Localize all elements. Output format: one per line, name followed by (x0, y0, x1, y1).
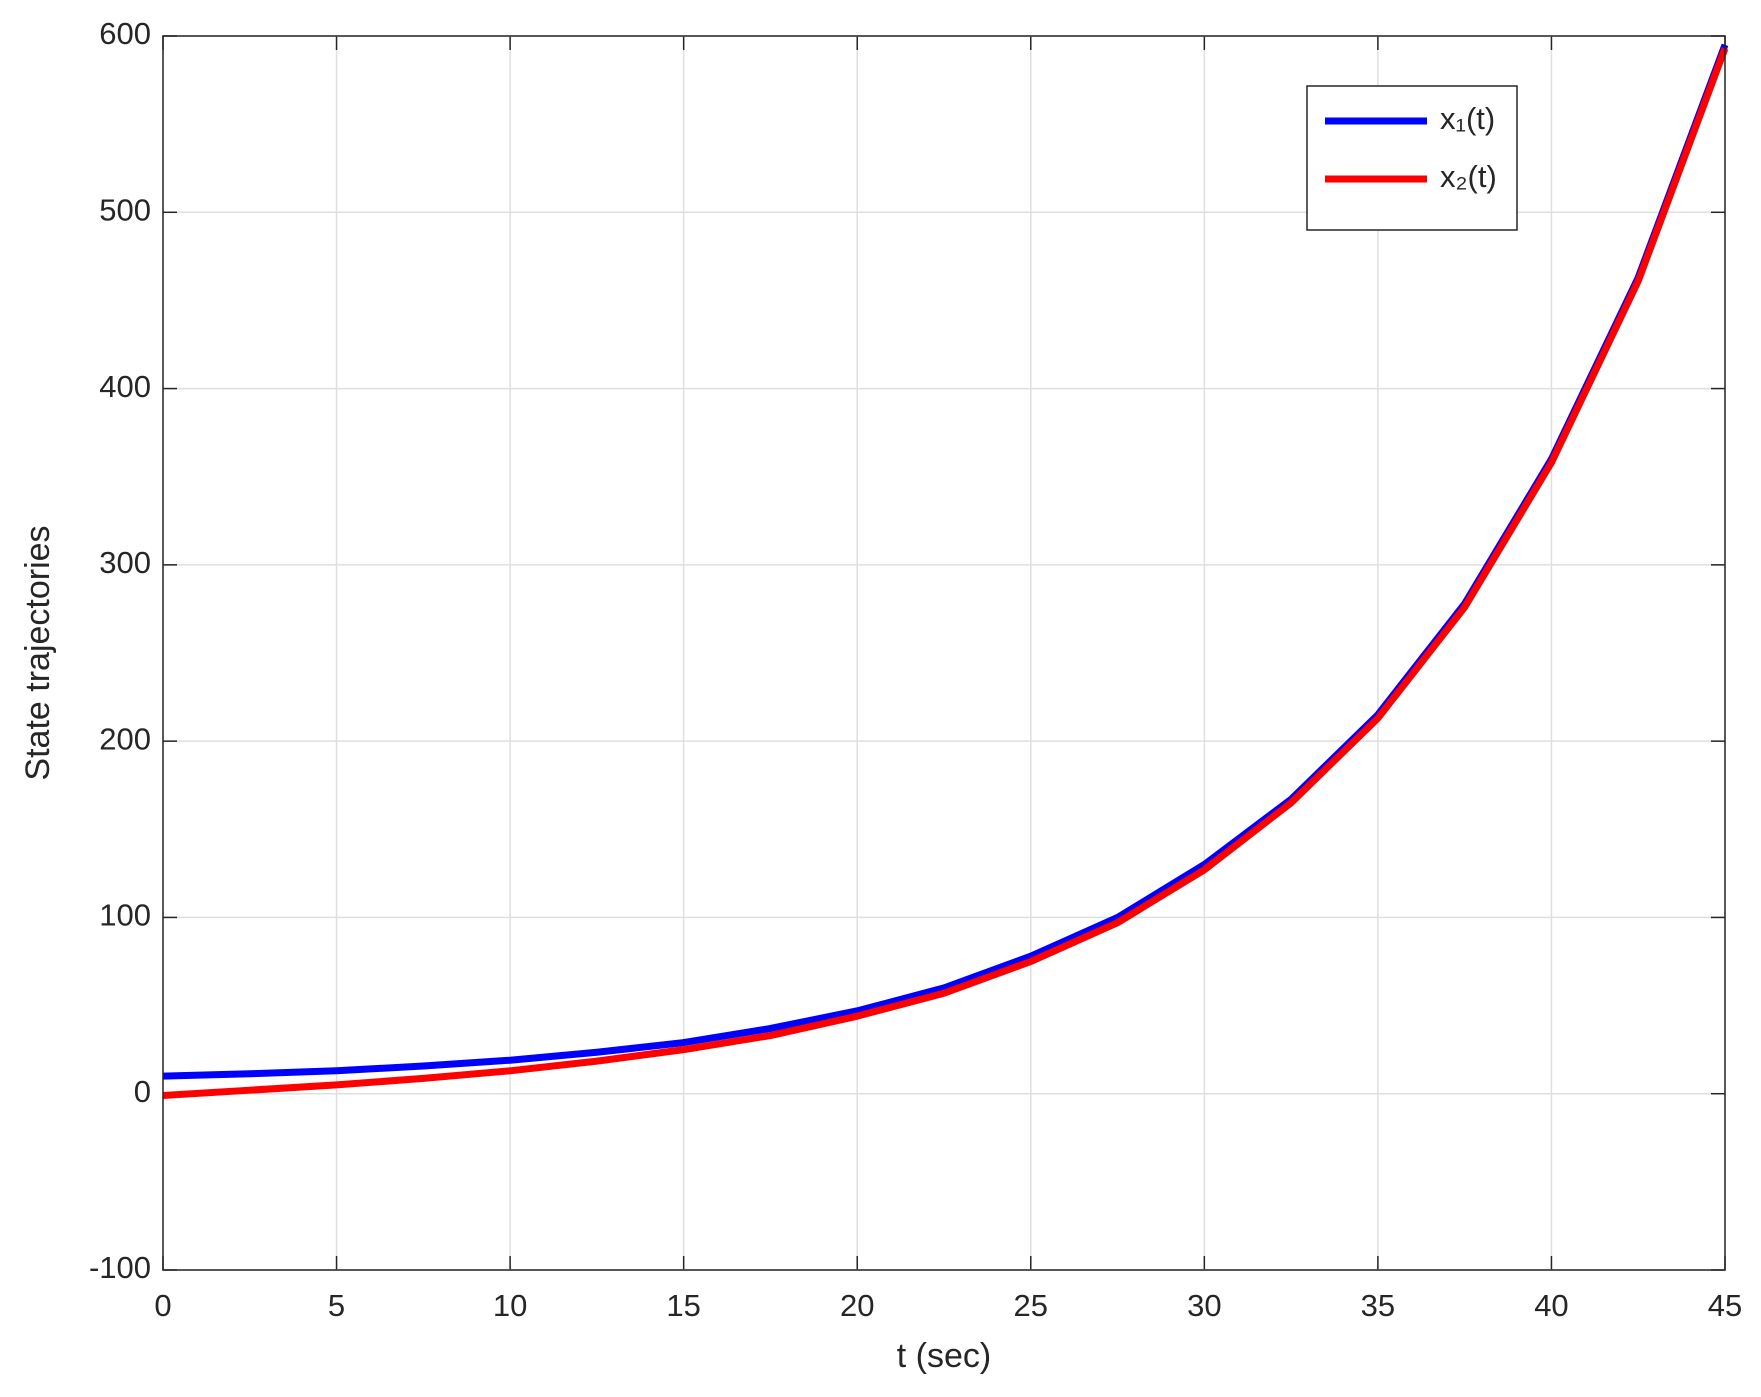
legend-label: x₂(t) (1440, 159, 1497, 194)
x-axis-label: t (sec) (897, 1337, 991, 1375)
x-tick-label: 30 (1187, 1288, 1221, 1323)
x-tick-label: 10 (493, 1288, 527, 1323)
series-line (162, 47, 1729, 1099)
y-tick-label: 500 (99, 192, 151, 227)
x-tick-label: 45 (1708, 1288, 1742, 1323)
x-tick-label: 25 (1014, 1288, 1048, 1323)
x-tick-label: 5 (328, 1288, 345, 1323)
y-tick-label: 400 (99, 369, 151, 404)
legend-label: x₁(t) (1440, 101, 1495, 136)
y-tick-label: 100 (99, 898, 151, 933)
y-axis-label: State trajectories (19, 525, 57, 780)
x-tick-label: 35 (1361, 1288, 1395, 1323)
x-tick-label: 40 (1534, 1288, 1568, 1323)
legend-box (1306, 85, 1518, 231)
x-tick-label: 20 (840, 1288, 874, 1323)
x-tick-label: 15 (666, 1288, 700, 1323)
y-tick-label: 300 (99, 545, 151, 580)
y-tick-label: -100 (89, 1250, 151, 1285)
plot-frame (162, 35, 1726, 1271)
y-tick-label: 0 (134, 1074, 151, 1109)
y-tick-label: 600 (99, 16, 151, 51)
y-tick-label: 200 (99, 721, 151, 756)
x-tick-label: 0 (154, 1288, 171, 1323)
